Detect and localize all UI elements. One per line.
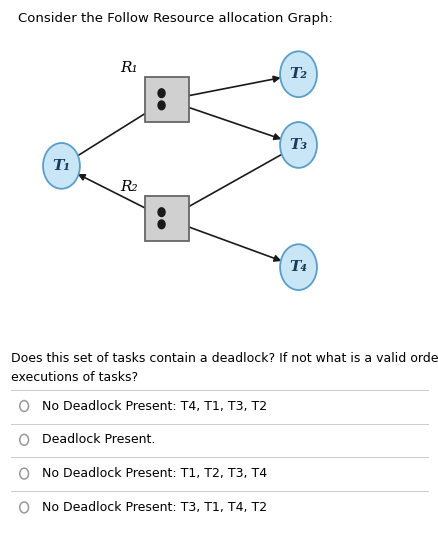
Text: Does this set of tasks contain a deadlock? If not what is a valid order of
execu: Does this set of tasks contain a deadloc… [11, 352, 438, 384]
Circle shape [158, 101, 165, 110]
Text: No Deadlock Present: T1, T2, T3, T4: No Deadlock Present: T1, T2, T3, T4 [42, 467, 266, 480]
Circle shape [158, 89, 165, 98]
Circle shape [20, 468, 28, 479]
Circle shape [158, 208, 165, 216]
Text: R₁: R₁ [120, 60, 138, 75]
Bar [145, 196, 188, 241]
Text: T₃: T₃ [289, 138, 307, 152]
Circle shape [43, 143, 80, 189]
Bar [145, 77, 188, 123]
Circle shape [279, 122, 316, 168]
Text: No Deadlock Present: T4, T1, T3, T2: No Deadlock Present: T4, T1, T3, T2 [42, 399, 266, 413]
Circle shape [279, 51, 316, 97]
Circle shape [279, 244, 316, 290]
Text: T₁: T₁ [52, 159, 71, 173]
Text: T₄: T₄ [289, 260, 307, 274]
Text: R₂: R₂ [120, 180, 138, 193]
Circle shape [20, 401, 28, 411]
Text: No Deadlock Present: T3, T1, T4, T2: No Deadlock Present: T3, T1, T4, T2 [42, 501, 266, 514]
Circle shape [20, 502, 28, 513]
Circle shape [158, 220, 165, 229]
Text: T₂: T₂ [289, 67, 307, 81]
Circle shape [20, 434, 28, 445]
Text: Consider the Follow Resource allocation Graph:: Consider the Follow Resource allocation … [18, 12, 332, 25]
Text: Deadlock Present.: Deadlock Present. [42, 433, 155, 446]
